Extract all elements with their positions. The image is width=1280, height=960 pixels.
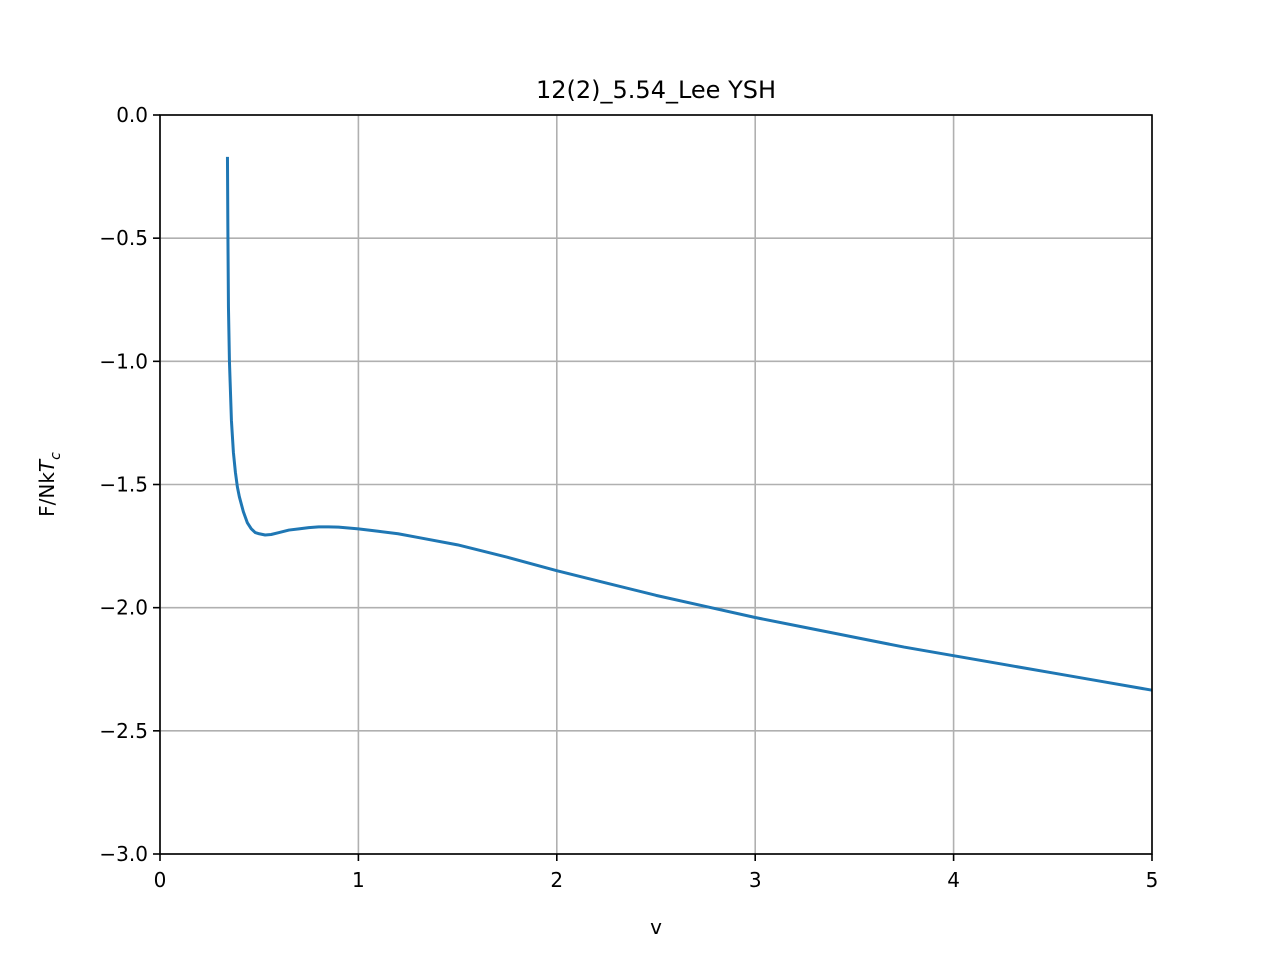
line-layer (225, 156, 1153, 692)
series-line (225, 156, 1153, 692)
chart-title: 12(2)_5.54_Lee YSH (536, 76, 776, 104)
y-tick-label: −0.5 (99, 226, 148, 250)
y-tick-label: −3.0 (99, 842, 148, 866)
tick-layer: 0 1 2 3 4 5 0.0 −0.5 −1.0 −1.5 −2.0 −2.5 −3.0 (99, 103, 1158, 892)
y-tick-label: −1.5 (99, 473, 148, 497)
y-tick-label: 0.0 (116, 103, 148, 127)
x-tick-label: 0 (154, 868, 167, 892)
y-axis-label-italic: T (35, 458, 59, 472)
grid-layer (159, 114, 1153, 855)
y-tick-label: −2.0 (99, 596, 148, 620)
x-axis-label: v (650, 915, 662, 939)
y-tick-label: −2.5 (99, 719, 148, 743)
x-tick-label: 2 (550, 868, 563, 892)
y-axis-label-main: F/Nk (35, 472, 59, 517)
y-axis-label-subscript: c (48, 452, 64, 460)
x-tick-label: 1 (352, 868, 365, 892)
x-tick-label: 5 (1146, 868, 1159, 892)
y-axis-label: F/NkTc (35, 452, 64, 517)
y-tick-label: −1.0 (99, 349, 148, 373)
x-tick-label: 4 (947, 868, 960, 892)
x-tick-label: 3 (749, 868, 762, 892)
